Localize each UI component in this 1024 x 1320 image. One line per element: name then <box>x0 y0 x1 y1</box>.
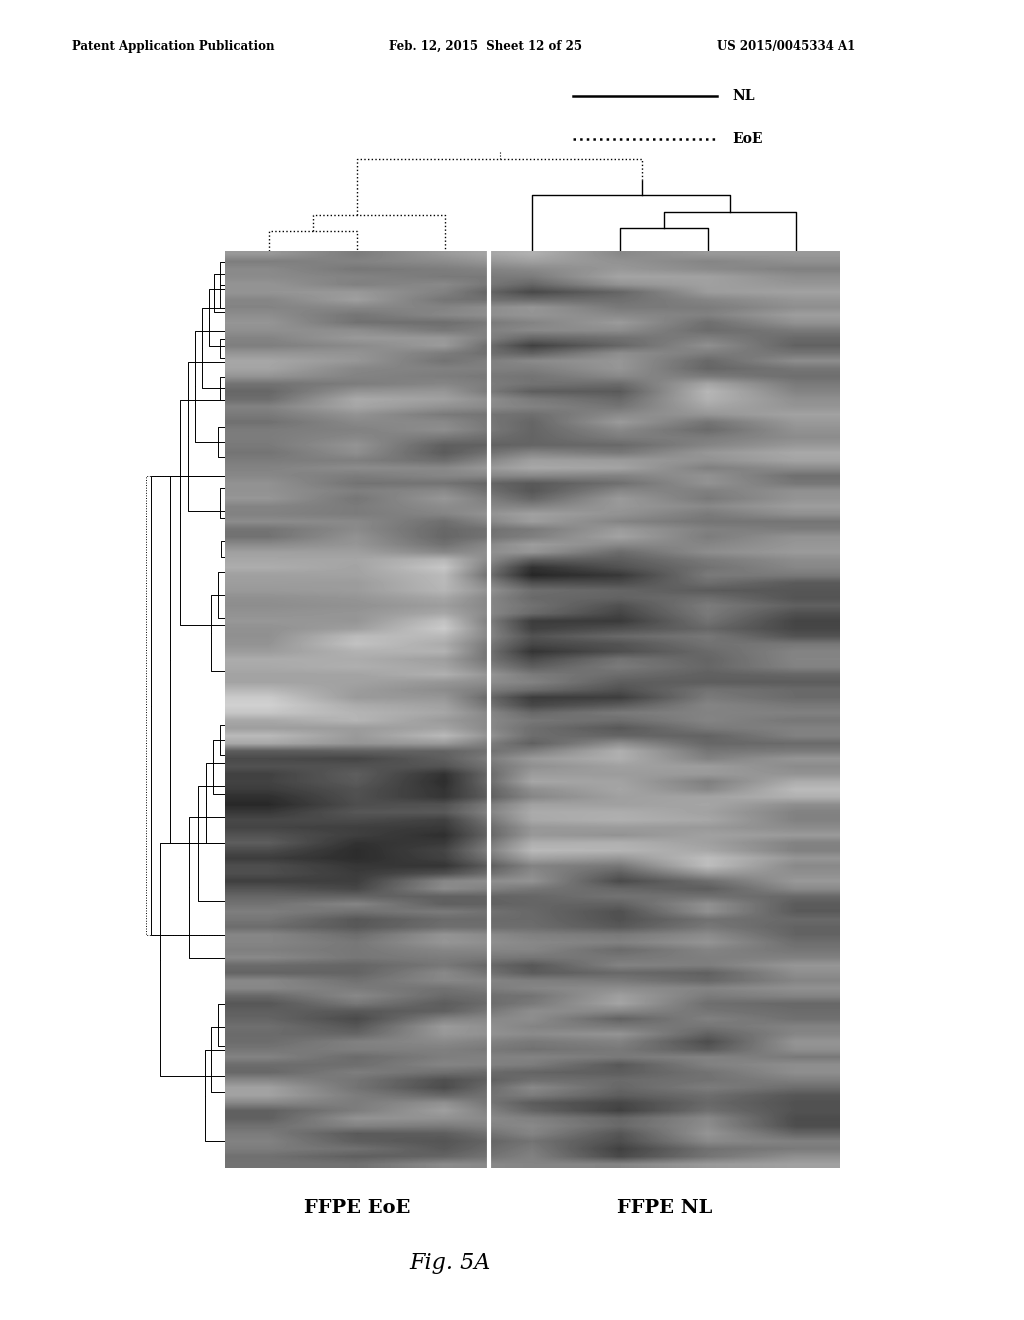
Text: NL: NL <box>732 88 755 103</box>
Text: FFPE EoE: FFPE EoE <box>304 1199 411 1217</box>
Text: FFPE NL: FFPE NL <box>616 1199 712 1217</box>
Text: Fig. 5A: Fig. 5A <box>410 1253 490 1274</box>
Text: Feb. 12, 2015  Sheet 12 of 25: Feb. 12, 2015 Sheet 12 of 25 <box>389 40 582 53</box>
Text: EoE: EoE <box>732 132 763 147</box>
Text: US 2015/0045334 A1: US 2015/0045334 A1 <box>717 40 855 53</box>
Text: Patent Application Publication: Patent Application Publication <box>72 40 274 53</box>
